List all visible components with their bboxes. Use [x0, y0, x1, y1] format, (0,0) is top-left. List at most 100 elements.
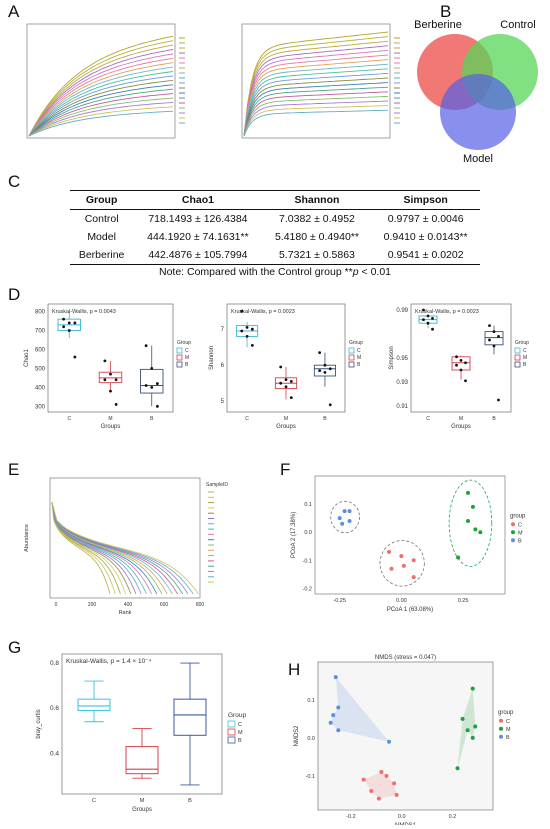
- table-header-group: Group: [70, 190, 134, 210]
- data-point-B: [347, 509, 352, 514]
- x-tick-label: 0.00: [396, 598, 407, 604]
- data-point: [289, 396, 293, 399]
- rarefaction-curve: [28, 97, 174, 137]
- data-point: [497, 335, 500, 338]
- y-tick-label: 7: [221, 327, 225, 333]
- legend-swatch: [348, 347, 355, 354]
- x-tick-label: 400: [124, 602, 133, 608]
- plot-title: Kruskal-Wallis, p = 0.0043: [52, 309, 116, 315]
- data-point-B: [387, 739, 392, 744]
- data-point-B: [331, 713, 336, 718]
- rank-curve: [51, 502, 132, 595]
- data-point: [431, 327, 434, 331]
- x-axis-label: Groups: [276, 424, 296, 430]
- rarefaction-curve: [243, 72, 389, 137]
- y-tick-label: 0.91: [396, 404, 408, 410]
- y-axis-label: Simpson: [389, 346, 395, 369]
- legend-title: Group: [349, 340, 363, 346]
- rarefaction-curve: [243, 77, 389, 137]
- rarefaction-curve: [28, 40, 174, 137]
- data-point: [250, 327, 254, 331]
- data-point-B: [347, 518, 352, 523]
- table-cell: Control: [84, 213, 119, 225]
- data-point: [459, 359, 463, 362]
- rank-curve: [51, 502, 199, 595]
- rarefaction-curve: [28, 93, 174, 137]
- data-point-M: [465, 728, 470, 733]
- rarefaction-curve: [243, 95, 389, 137]
- data-point: [422, 308, 425, 312]
- confidence-ellipse-M: [448, 479, 493, 567]
- data-point-B: [333, 675, 338, 680]
- rarefaction-curve: [28, 106, 174, 137]
- plot-frame: [317, 661, 494, 811]
- table-cell: 5.4180 ± 0.4940**: [274, 231, 359, 243]
- data-point-M: [456, 555, 461, 560]
- legend-label: B: [238, 738, 242, 744]
- legend-label: C: [357, 348, 361, 354]
- rarefaction-curve: [243, 63, 389, 137]
- data-point-M: [470, 735, 475, 740]
- x-tick-label: 800: [196, 602, 205, 608]
- venn-label-berberine: Berberine: [414, 19, 462, 31]
- y-tick-label: 800: [35, 310, 46, 316]
- data-point-M: [460, 716, 465, 721]
- y-axis-label: Shannon: [209, 346, 215, 370]
- data-point: [289, 380, 293, 383]
- table-cell: 718.1493 ± 126.4384: [148, 213, 248, 225]
- y-tick-label: 0.4: [50, 750, 59, 757]
- x-axis-label: Groups: [101, 424, 121, 430]
- y-tick-label: 0.0: [307, 736, 315, 742]
- plot-frame: [314, 475, 506, 595]
- venn-diagram: Berberine Control Model: [414, 19, 538, 165]
- data-point: [464, 361, 467, 365]
- legend-label: C: [518, 522, 522, 528]
- panel-label-d: D: [8, 285, 21, 304]
- data-point-C: [411, 558, 416, 563]
- table-cell: 5.7321 ± 0.5863: [262, 246, 372, 265]
- x-tick-label: 0.25: [458, 598, 469, 604]
- x-tick-label: 0.0: [398, 814, 406, 820]
- data-point: [488, 324, 491, 327]
- legend-label: B: [185, 362, 189, 368]
- rarefaction-curve: [28, 84, 174, 137]
- data-point-B: [336, 705, 341, 710]
- rarefaction-curve: [28, 79, 174, 137]
- data-point-C: [392, 781, 397, 786]
- group-hull-M: [457, 688, 476, 769]
- y-axis-label: NMDS2: [294, 725, 300, 747]
- rank-curve: [51, 502, 152, 595]
- y-tick-label: 0.95: [396, 356, 408, 362]
- rank-curve: [51, 502, 158, 595]
- data-point-C: [389, 566, 394, 571]
- rarefaction-curve: [243, 100, 389, 137]
- data-point: [323, 363, 327, 367]
- data-point: [73, 355, 77, 359]
- pcoa-chart: -0.25 0.00 0.25 0.1 0.0 -0.1 -0.2 PCoA 1 (63.08…: [291, 475, 526, 613]
- shannon-boxplot: Kruskal-Wallis, p = 0.0023 7 6 5 Shannon Grou…: [209, 303, 363, 430]
- rarefaction-curve: [243, 68, 389, 137]
- data-point: [144, 384, 148, 387]
- legend-label: M: [357, 355, 361, 361]
- data-point-M: [455, 766, 460, 771]
- rarefaction-curve: [243, 40, 389, 137]
- legend-label: C: [506, 719, 510, 725]
- x-tick-label: -0.2: [346, 814, 355, 820]
- rarefaction-curve: [28, 75, 174, 137]
- legend-label: B: [506, 735, 510, 741]
- data-point: [103, 359, 107, 363]
- rarefaction-curve: [243, 49, 389, 137]
- x-axis-label: PCoA 1 (63.08%): [387, 607, 433, 613]
- x-tick-label: 0: [55, 602, 58, 608]
- data-point-M: [465, 490, 470, 495]
- data-point: [114, 378, 118, 382]
- data-point: [144, 344, 148, 348]
- legend-swatch: [227, 720, 236, 728]
- data-point-C: [376, 796, 381, 801]
- table-header-shannon: Shannon: [262, 190, 372, 210]
- table-header-simpson: Simpson: [371, 190, 480, 210]
- bray-curtis-boxplot: Kruskal-Wallis, p = 1.4 × 10⁻⁴ 0.8 0.6 0.4 b…: [36, 653, 246, 813]
- rank-curve: [51, 502, 142, 595]
- x-tick-label: C: [67, 416, 71, 422]
- data-point: [318, 369, 322, 372]
